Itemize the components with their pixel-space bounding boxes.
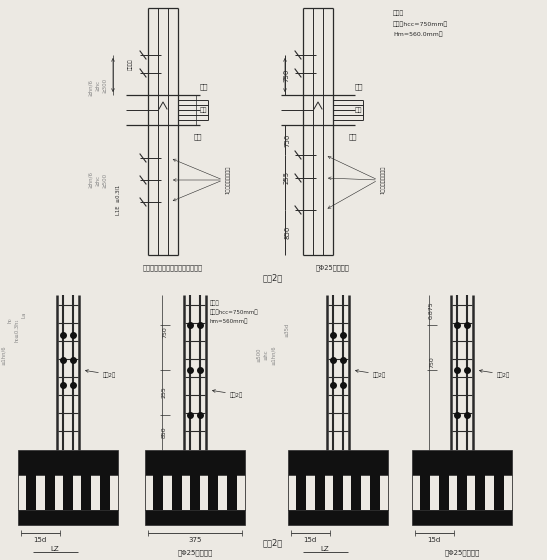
Bar	[26, 475, 36, 510]
Bar	[63, 475, 73, 510]
Bar	[412, 510, 512, 525]
Text: 750: 750	[429, 357, 434, 368]
Text: ≥500: ≥500	[102, 172, 108, 188]
Text: 错开距离: 错开距离	[127, 58, 132, 70]
Text: ≥hn/6: ≥hn/6	[88, 171, 92, 189]
Bar	[315, 475, 325, 510]
Bar	[45, 475, 55, 510]
Text: ≥1hn/6: ≥1hn/6	[1, 345, 5, 365]
Bar	[145, 510, 245, 525]
Text: 错开2道: 错开2道	[103, 372, 117, 378]
Text: ≥300: ≥300	[102, 77, 108, 92]
Text: 上柱: 上柱	[200, 83, 208, 90]
Text: 750: 750	[283, 68, 289, 82]
Text: 750: 750	[284, 133, 290, 147]
Bar	[82, 475, 91, 510]
Text: ≥hc: ≥hc	[96, 174, 101, 185]
Text: 850: 850	[284, 226, 290, 239]
Text: ≥500: ≥500	[257, 348, 261, 362]
Text: ≥hc: ≥hc	[96, 80, 101, 91]
Bar	[100, 475, 109, 510]
Text: 错开2道: 错开2道	[230, 392, 243, 398]
Text: 错开2道: 错开2道	[373, 372, 386, 378]
Text: 750: 750	[162, 326, 167, 338]
Bar	[18, 510, 118, 525]
Text: ≥hc: ≥hc	[264, 349, 269, 360]
Text: Hm=560.0mm。: Hm=560.0mm。	[393, 31, 443, 36]
Bar	[153, 475, 164, 510]
Text: 850: 850	[162, 427, 167, 438]
Bar	[18, 475, 118, 510]
Text: ≥hn/6: ≥hn/6	[88, 80, 92, 96]
Text: 1排接头百分率限制: 1排接头百分率限制	[381, 166, 386, 194]
Text: 楼层: 楼层	[200, 107, 207, 113]
Text: LZ: LZ	[51, 546, 60, 552]
Text: ≥1hn/6: ≥1hn/6	[271, 345, 276, 365]
Text: 下柱: 下柱	[194, 134, 202, 141]
Bar	[475, 475, 485, 510]
Bar	[439, 475, 449, 510]
Text: 以Φ25钢筋为例: 以Φ25钢筋为例	[444, 550, 480, 556]
Text: L1E  ≥0.3l1: L1E ≥0.3l1	[115, 185, 120, 215]
Text: 上柱: 上柱	[355, 83, 364, 90]
Text: 下柱: 下柱	[349, 134, 358, 141]
Text: ≥35d: ≥35d	[284, 323, 289, 337]
Text: h₀≥0.3h₁: h₀≥0.3h₁	[15, 318, 20, 342]
Bar	[493, 475, 504, 510]
Text: （图2）: （图2）	[263, 273, 283, 282]
Text: La: La	[21, 312, 26, 318]
Bar	[412, 475, 512, 510]
Bar	[370, 475, 380, 510]
Text: 0.875: 0.875	[429, 301, 434, 319]
Text: （图2）: （图2）	[263, 539, 283, 548]
Text: LZ: LZ	[321, 546, 329, 552]
Text: 15d: 15d	[33, 537, 46, 543]
Bar	[208, 475, 218, 510]
Bar	[226, 475, 237, 510]
Text: 说明：: 说明：	[210, 300, 220, 306]
Bar	[18, 450, 118, 475]
Text: 平工期hcc=750mm，: 平工期hcc=750mm，	[393, 21, 448, 26]
Bar	[412, 450, 512, 475]
Bar	[288, 450, 388, 475]
Text: 楼层: 楼层	[355, 107, 363, 113]
Bar	[288, 510, 388, 525]
Text: h₀: h₀	[8, 318, 13, 323]
Bar	[145, 475, 245, 510]
Text: 错开2道: 错开2道	[497, 372, 510, 378]
Text: 以Φ25钢筋为例: 以Φ25钢筋为例	[177, 550, 213, 556]
Text: hm=560mm。: hm=560mm。	[210, 318, 248, 324]
Bar	[457, 475, 467, 510]
Text: 1排接头百分率限制: 1排接头百分率限制	[225, 166, 230, 194]
Text: 以Φ25钢筋为例: 以Φ25钢筋为例	[316, 265, 350, 271]
Text: 上柱钢筋直径比下柱钢筋直径大时: 上柱钢筋直径比下柱钢筋直径大时	[143, 265, 203, 271]
Text: 说明：: 说明：	[393, 10, 404, 16]
Bar	[333, 475, 343, 510]
Text: 15d: 15d	[427, 537, 441, 543]
Bar	[420, 475, 430, 510]
Text: 15d: 15d	[304, 537, 317, 543]
Text: 375: 375	[188, 537, 202, 543]
Text: 平工期hcc=750mm，: 平工期hcc=750mm，	[210, 309, 259, 315]
Bar	[351, 475, 362, 510]
Bar	[296, 475, 306, 510]
Bar	[190, 475, 200, 510]
Text: 255: 255	[284, 171, 290, 184]
Bar	[288, 475, 388, 510]
Text: 255: 255	[162, 386, 167, 398]
Bar	[172, 475, 182, 510]
Bar	[145, 450, 245, 475]
